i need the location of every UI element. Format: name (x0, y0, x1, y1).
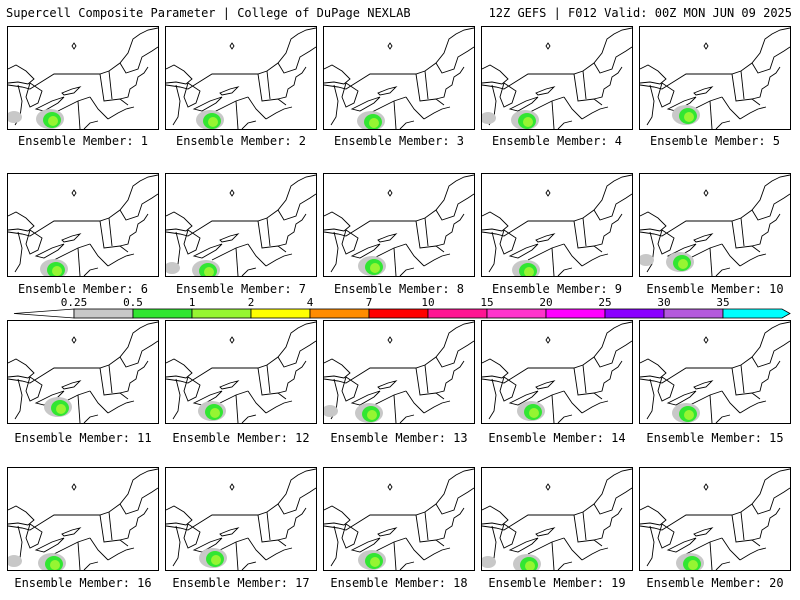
scp-contour-lightgreen (523, 117, 533, 127)
ensemble-member-label: Ensemble Member: 17 (172, 576, 310, 590)
ensemble-member-label: Ensemble Member: 8 (333, 282, 465, 296)
ensemble-member-map (165, 26, 317, 130)
product-title: Supercell Composite Parameter | College … (6, 6, 411, 20)
scp-contour-lightgreen (50, 560, 60, 570)
ensemble-member-map (323, 467, 475, 571)
ensemble-member-label: Ensemble Member: 3 (333, 134, 465, 148)
ensemble-member-label: Ensemble Member: 9 (491, 282, 623, 296)
ensemble-member-label: Ensemble Member: 19 (488, 576, 626, 590)
scp-contour-lightgreen (370, 263, 380, 273)
scp-contour-lightgreen (369, 118, 379, 128)
colorbar-bin (545, 308, 606, 319)
colorbar-tick-label: 25 (598, 296, 611, 309)
ensemble-member-map (323, 173, 475, 277)
scp-contour-lightgreen (525, 561, 535, 570)
scp-contour-lightgreen (56, 404, 66, 414)
scp-contour-lightgreen (684, 112, 694, 122)
colorbar-bin (663, 308, 724, 319)
colorbar-tick-label: 10 (421, 296, 434, 309)
ensemble-member-map (165, 320, 317, 424)
colorbar-bin (73, 308, 134, 319)
ensemble-member-map (165, 173, 317, 277)
ensemble-member-label: Ensemble Member: 5 (649, 134, 781, 148)
scp-contour-lightgreen (367, 410, 377, 420)
scp-contour-lightgreen (210, 408, 220, 418)
ensemble-member-map (323, 26, 475, 130)
colorbar-bin (722, 308, 791, 319)
ensemble-member-map (323, 320, 475, 424)
colorbar-tick-label: 4 (307, 296, 314, 309)
scp-contour-lightgreen (204, 267, 214, 276)
scp-contour-gray (8, 555, 22, 567)
scp-contour-lightgreen (678, 259, 688, 269)
scp-contour-lightgreen (688, 560, 698, 570)
ensemble-member-label: Ensemble Member: 16 (14, 576, 152, 590)
colorbar-tick-label: 7 (366, 296, 373, 309)
scp-contour-lightgreen (52, 266, 62, 276)
scp-contour-lightgreen (529, 408, 539, 418)
scp-contour-lightgreen (208, 117, 218, 127)
ensemble-member-map (7, 173, 159, 277)
model-valid-time: 12Z GEFS | F012 Valid: 00Z MON JUN 09 20… (488, 6, 792, 20)
scp-contour-gray (640, 254, 654, 266)
colorbar-tick-label: 0.5 (123, 296, 143, 309)
colorbar-tick-label: 30 (657, 296, 670, 309)
ensemble-member-map (7, 320, 159, 424)
colorbar-tick-label: 35 (716, 296, 729, 309)
colorbar-tick-label: 2 (248, 296, 255, 309)
colorbar-bin (427, 308, 488, 319)
ensemble-member-label: Ensemble Member: 13 (330, 431, 468, 445)
scp-contour-lightgreen (684, 410, 694, 420)
colorbar-tick-label: 20 (539, 296, 552, 309)
ensemble-member-label: Ensemble Member: 20 (646, 576, 784, 590)
ensemble-member-label: Ensemble Member: 7 (175, 282, 307, 296)
ensemble-member-map (639, 173, 791, 277)
ensemble-member-label: Ensemble Member: 6 (17, 282, 149, 296)
ensemble-member-label: Ensemble Member: 1 (17, 134, 149, 148)
ensemble-member-map (7, 26, 159, 130)
ensemble-member-label: Ensemble Member: 11 (14, 431, 152, 445)
colorbar-legend: 0.25 0.5 1 2 4 7 10 15 20 25 30 35 (13, 296, 791, 319)
colorbar-bin (604, 308, 665, 319)
colorbar-tick-label: 15 (480, 296, 493, 309)
scp-contour-gray (324, 405, 338, 417)
scp-contour-gray (482, 112, 496, 124)
ensemble-member-map (7, 467, 159, 571)
scp-contour-gray (8, 111, 22, 123)
scp-contour-gray (166, 262, 180, 274)
ensemble-member-map (165, 467, 317, 571)
colorbar-tick-label: 1 (189, 296, 196, 309)
colorbar-bin (132, 308, 193, 319)
scp-contour-lightgreen (48, 116, 58, 126)
colorbar-min-arrow (13, 308, 75, 319)
ensemble-member-map (481, 173, 633, 277)
ensemble-member-map (639, 467, 791, 571)
ensemble-member-label: Ensemble Member: 15 (646, 431, 784, 445)
colorbar-bin (250, 308, 311, 319)
scp-contour-lightgreen (370, 557, 380, 567)
scp-contour-gray (482, 556, 496, 568)
ensemble-member-map (481, 467, 633, 571)
scp-contour-lightgreen (211, 555, 221, 565)
ensemble-member-map (639, 26, 791, 130)
ensemble-member-label: Ensemble Member: 14 (488, 431, 626, 445)
ensemble-member-label: Ensemble Member: 2 (175, 134, 307, 148)
ensemble-member-map (481, 26, 633, 130)
ensemble-member-label: Ensemble Member: 18 (330, 576, 468, 590)
colorbar-bin (191, 308, 252, 319)
ensemble-member-label: Ensemble Member: 10 (646, 282, 784, 296)
ensemble-member-map (481, 320, 633, 424)
colorbar-bin (368, 308, 429, 319)
ensemble-member-label: Ensemble Member: 4 (491, 134, 623, 148)
colorbar-bin (486, 308, 547, 319)
colorbar-bin (309, 308, 370, 319)
scp-contour-lightgreen (524, 267, 534, 276)
colorbar-tick-label: 0.25 (61, 296, 88, 309)
ensemble-member-label: Ensemble Member: 12 (172, 431, 310, 445)
ensemble-member-map (639, 320, 791, 424)
